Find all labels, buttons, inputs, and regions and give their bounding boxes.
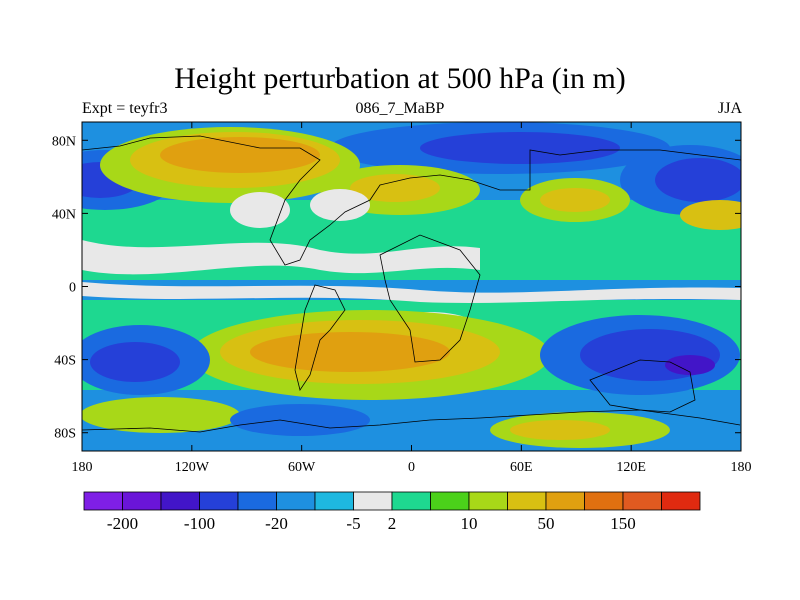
colorbar-label: -200 bbox=[107, 514, 138, 533]
colorbar-label: 50 bbox=[538, 514, 555, 533]
colorbar-box bbox=[391, 491, 431, 511]
colorbar-box bbox=[545, 491, 585, 511]
colorbar-box bbox=[584, 491, 624, 511]
colorbar-label: -100 bbox=[184, 514, 215, 533]
colorbar-box bbox=[160, 491, 200, 511]
height-field bbox=[82, 122, 741, 451]
x-tick-label: 120E bbox=[616, 460, 646, 475]
x-axis: 180 120W 60W 0 60E 120E 180 bbox=[72, 122, 752, 475]
colorbar-box bbox=[353, 491, 393, 511]
x-tick-label: 60E bbox=[510, 460, 533, 475]
colorbar-box bbox=[314, 491, 354, 511]
y-tick-label: 0 bbox=[69, 281, 76, 296]
coastlines bbox=[82, 135, 741, 433]
y-tick-label: 40N bbox=[52, 207, 76, 222]
y-axis: 80N 40N 0 40S 80S bbox=[52, 134, 741, 442]
season-label: JJA bbox=[717, 100, 742, 117]
colorbar-box bbox=[237, 491, 277, 511]
x-tick-label: 180 bbox=[731, 460, 752, 475]
colorbar: -200 -100 -20 -5 2 10 50 150 bbox=[83, 491, 701, 533]
colorbar-label: 2 bbox=[388, 514, 397, 533]
colorbar-label: 150 bbox=[610, 514, 636, 533]
x-tick-label: 180 bbox=[72, 460, 93, 475]
colorbar-box bbox=[622, 491, 662, 511]
colorbar-label: -20 bbox=[265, 514, 288, 533]
colorbar-label: 10 bbox=[461, 514, 478, 533]
y-tick-label: 40S bbox=[54, 354, 76, 369]
chart-title: Height perturbation at 500 hPa (in m) bbox=[174, 62, 626, 95]
colorbar-box bbox=[122, 491, 162, 511]
colorbar-box bbox=[83, 491, 123, 511]
y-tick-label: 80N bbox=[52, 134, 76, 149]
colorbar-box bbox=[276, 491, 316, 511]
period-label: 086_7_MaBP bbox=[355, 100, 445, 117]
colorbar-box bbox=[430, 491, 470, 511]
x-tick-label: 60W bbox=[288, 460, 316, 475]
x-tick-label: 120W bbox=[175, 460, 210, 475]
colorbar-box bbox=[468, 491, 508, 511]
colorbar-box bbox=[661, 491, 701, 511]
colorbar-label: -5 bbox=[346, 514, 360, 533]
colorbar-box bbox=[507, 491, 547, 511]
y-tick-label: 80S bbox=[54, 427, 76, 442]
colorbar-box bbox=[199, 491, 239, 511]
experiment-label: Expt = teyfr3 bbox=[82, 100, 168, 117]
x-tick-label: 0 bbox=[408, 460, 415, 475]
